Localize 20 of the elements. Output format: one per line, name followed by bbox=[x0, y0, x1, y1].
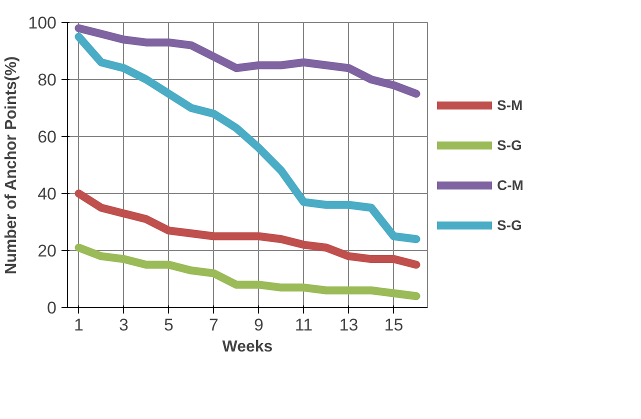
y-tick-label: 100 bbox=[28, 14, 57, 32]
y-axis-title: Number of Anchor Points(%) bbox=[3, 56, 20, 274]
legend-label: S-G bbox=[497, 216, 522, 232]
y-tick-label: 80 bbox=[38, 70, 57, 90]
x-tick-label: 7 bbox=[209, 316, 218, 334]
x-tick-label: 1 bbox=[74, 316, 84, 334]
y-tick-label: 40 bbox=[38, 184, 57, 204]
y-tick-label: 0 bbox=[47, 298, 57, 318]
x-tick-label: 15 bbox=[384, 316, 404, 334]
x-tick-label: 11 bbox=[294, 316, 313, 334]
legend-label: S-M bbox=[497, 96, 523, 112]
legend-label: C-M bbox=[497, 176, 524, 192]
x-tick-label: 9 bbox=[254, 316, 264, 334]
y-tick-label: 60 bbox=[38, 128, 57, 146]
x-axis-title: Weeks bbox=[222, 338, 273, 356]
x-tick-label: 5 bbox=[164, 316, 174, 334]
x-tick-label: 3 bbox=[119, 316, 128, 334]
x-tick-label: 13 bbox=[339, 316, 358, 334]
y-tick-label: 20 bbox=[38, 242, 57, 260]
legend-label: S-G bbox=[497, 136, 522, 152]
